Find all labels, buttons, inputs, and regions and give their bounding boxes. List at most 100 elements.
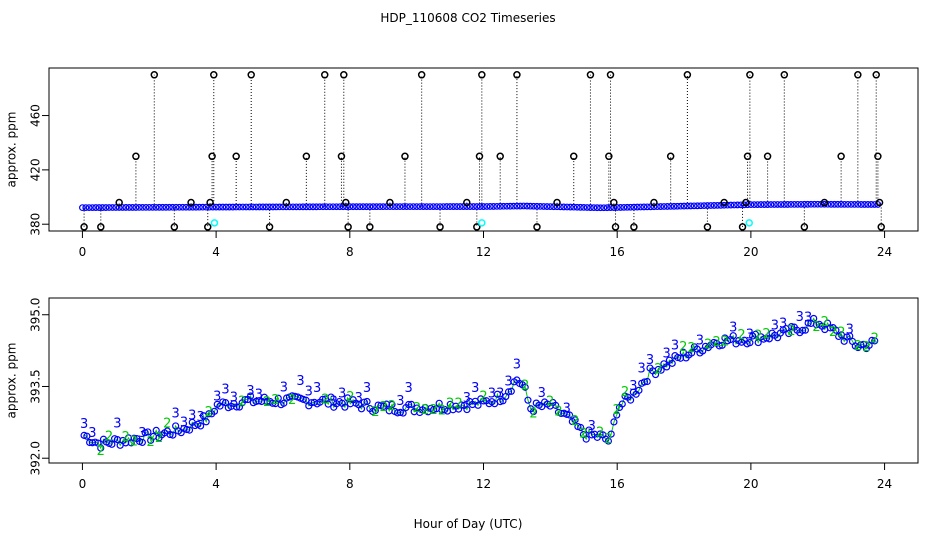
outlier-point [436, 223, 444, 231]
digit-label: 3 [80, 417, 88, 432]
digit-label: 3 [255, 387, 263, 402]
digit-label: 2 [388, 399, 396, 414]
series-point [577, 423, 585, 432]
baseline-point [640, 203, 648, 211]
digit-label: 3 [671, 338, 679, 353]
digit-label: 2 [687, 341, 695, 356]
series-point [552, 401, 560, 409]
baseline-point [673, 202, 681, 210]
outlier-point [496, 152, 504, 161]
series-point [679, 348, 687, 356]
baseline-point [319, 203, 327, 211]
digit-label: 2 [721, 334, 729, 349]
series-point [715, 342, 723, 350]
baseline-point [470, 203, 477, 210]
baseline-point [172, 203, 180, 211]
baseline-point [95, 204, 103, 211]
series-point [360, 398, 368, 406]
outlier-point [650, 198, 658, 207]
y-tick-label: 395.0 [29, 298, 43, 332]
baseline-point [393, 203, 401, 211]
baseline-point [206, 203, 213, 211]
digit-label: 3 [538, 386, 546, 401]
baseline-point [633, 203, 641, 211]
digit-label: 2 [604, 432, 612, 447]
baseline-point [132, 204, 140, 211]
baseline-point [784, 201, 792, 208]
y-tick-label: 420 [29, 158, 43, 181]
baseline-point [767, 201, 775, 208]
baseline-point [212, 203, 220, 211]
digit-label: 2 [147, 435, 155, 450]
outlier-point [742, 198, 750, 207]
series-point [507, 387, 515, 395]
series-point [363, 397, 371, 406]
baseline-point [777, 201, 785, 208]
digit-label: 3 [646, 353, 654, 368]
series-point [138, 438, 146, 447]
digit-label: 3 [504, 375, 512, 390]
digit-label: 2 [155, 431, 163, 446]
plot-frame [48, 297, 919, 464]
outlier-point [533, 223, 541, 231]
digit-label: 2 [754, 329, 762, 344]
outlier-point [204, 223, 212, 231]
baseline-point [373, 203, 380, 211]
outlier-point [344, 223, 352, 231]
baseline-point [861, 201, 868, 208]
baseline-point [222, 203, 230, 211]
series-point [663, 363, 671, 371]
x-tick-label: 0 [79, 245, 87, 259]
digit-label: 2 [238, 394, 246, 409]
baseline-point [302, 203, 310, 211]
baseline-point [694, 202, 701, 210]
digit-label: 2 [546, 395, 554, 410]
series-point [868, 336, 876, 344]
baseline-point [546, 203, 554, 211]
digit-label: 3 [663, 346, 671, 361]
baseline-point [349, 203, 357, 211]
baseline-point [336, 203, 344, 211]
baseline-point [456, 203, 464, 210]
baseline-point [847, 200, 855, 208]
baseline-point [500, 202, 507, 210]
baseline-point [837, 200, 845, 208]
baseline-point [262, 203, 270, 211]
top-panel: 0 4 8 12 16 20 24 380 420 460 approx. ppm [5, 67, 919, 259]
flag-point [745, 219, 753, 227]
baseline-point [109, 204, 116, 211]
baseline-point [112, 204, 120, 211]
series-point [582, 435, 590, 443]
digit-label: 3 [779, 317, 787, 332]
baseline-point [142, 203, 150, 211]
digit-label: 3 [563, 401, 571, 416]
series-point [246, 392, 255, 400]
outlier-point [683, 71, 692, 79]
outlier-point [872, 71, 880, 79]
baseline-point [844, 200, 852, 208]
series-point [269, 399, 277, 407]
baseline-point [366, 203, 374, 211]
digit-label: 3 [230, 390, 238, 405]
baseline-point [754, 201, 761, 209]
baseline-point [764, 201, 771, 208]
outlier-point [478, 71, 486, 79]
digit-label: 2 [837, 325, 845, 340]
x-tick-label: 12 [476, 477, 491, 491]
outlier-point [630, 223, 638, 231]
digit-label: 3 [363, 381, 371, 396]
baseline-point [720, 201, 728, 209]
digit-label: 3 [313, 381, 321, 396]
digit-label: 3 [496, 386, 504, 401]
baseline-point [216, 203, 223, 211]
baseline-point [526, 202, 534, 210]
digit-label: 3 [171, 406, 179, 421]
digit-label: 2 [205, 405, 213, 420]
digit-label: 2 [554, 404, 562, 419]
series-point [785, 329, 793, 338]
top-plot-area [79, 71, 885, 231]
x-axis-title: Hour of Day (UTC) [414, 517, 523, 531]
baseline-point [600, 204, 608, 212]
outlier-point [342, 198, 350, 207]
